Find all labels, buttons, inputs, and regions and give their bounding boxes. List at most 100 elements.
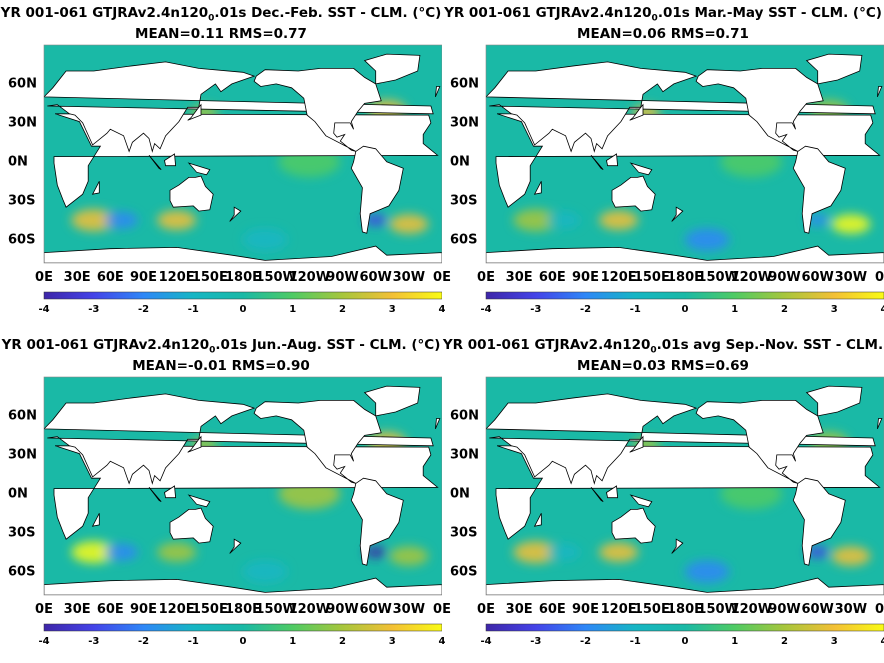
colorbar-gradient <box>43 291 442 300</box>
lon-tick-label: 60E <box>96 270 124 285</box>
anomaly-region <box>71 540 117 564</box>
lon-tick-label: 120E <box>158 602 195 617</box>
land-mass <box>486 393 876 485</box>
lon-tick-label: 30W <box>834 602 868 617</box>
lat-tick-label: 0N <box>450 154 470 170</box>
land-mass <box>187 103 202 121</box>
lon-tick-label: 0E <box>35 270 53 285</box>
colorbar <box>43 291 442 300</box>
colorbar-tick-label: 4 <box>881 304 884 315</box>
colorbar-tick-label: 0 <box>681 304 689 315</box>
land-mass <box>533 513 542 527</box>
land-mass <box>229 538 242 554</box>
lon-tick-label: 120W <box>730 270 773 285</box>
lon-tick-label: 0E <box>477 602 495 617</box>
colorbar-tick-label: -3 <box>530 636 542 647</box>
lon-tick-label: 90W <box>768 270 801 285</box>
colorbar-tick-label: -1 <box>629 304 641 315</box>
lat-tick-label: 30S <box>8 525 36 541</box>
lat-tick-label: 30N <box>8 447 37 463</box>
title-subscript: 0 <box>208 13 215 24</box>
land-mass <box>611 175 656 212</box>
anomaly-region <box>684 560 730 583</box>
anomaly-region <box>389 214 429 234</box>
sst-anomaly-map <box>485 376 884 632</box>
lon-tick-label: 0E <box>875 602 884 617</box>
anomaly-region <box>513 540 559 564</box>
colorbar-tick-label: 0 <box>681 636 689 647</box>
land-mass <box>486 577 884 595</box>
title-subscript: 0 <box>650 345 657 356</box>
anomaly-region <box>242 228 288 251</box>
lon-tick-label: 60W <box>359 270 392 285</box>
lon-tick-label: 150W <box>697 602 739 617</box>
colorbar-tick-label: -2 <box>579 304 592 315</box>
land-mass <box>91 513 100 527</box>
lon-tick-label: 30E <box>505 270 533 285</box>
title-units: °C) <box>417 337 441 353</box>
colorbar-tick-label: 2 <box>339 304 346 315</box>
land-mass <box>435 86 441 98</box>
anomaly-region <box>684 228 730 251</box>
lon-tick-label: 120W <box>288 602 331 617</box>
lon-tick-label: 90W <box>326 602 359 617</box>
land-mass <box>148 155 162 170</box>
land-mass <box>590 487 604 502</box>
chart-title: YR 001-061 GTJRAv2.4n1200.01s Jun.-Aug. … <box>0 337 442 360</box>
anomaly-region <box>806 214 829 226</box>
lon-tick-label: 90E <box>130 270 157 285</box>
land-mass <box>253 400 382 484</box>
title-units: °C) <box>859 5 882 21</box>
lat-tick-label: 30N <box>450 447 479 463</box>
colorbar-tick-label: 4 <box>438 304 446 315</box>
title-prefix: YR 001-061 GTJRAv2.4n120 <box>0 5 209 21</box>
lat-tick-label: 0N <box>450 486 470 502</box>
lat-tick-label: 60S <box>8 564 36 580</box>
colorbar-tick-label: -1 <box>187 304 199 315</box>
land-mass <box>91 181 100 195</box>
lon-tick-label: 150E <box>191 602 228 617</box>
land-mass <box>350 477 404 566</box>
chart-title: YR 001-061 GTJRAv2.4n1200.01s Mar.-May S… <box>442 5 884 28</box>
colorbar-tick-label: 3 <box>388 304 396 315</box>
title-suffix: .01s Dec.-Feb. SST - CLM. ( <box>214 5 419 21</box>
lon-tick-label: 30E <box>63 602 91 617</box>
map-frame <box>43 44 442 264</box>
anomaly-region <box>157 210 197 230</box>
colorbar-tick-label: 3 <box>830 636 838 647</box>
land-mass <box>169 175 214 212</box>
title-subscript: 0 <box>651 13 658 24</box>
colorbar-tick-label: 0 <box>239 304 247 315</box>
land-mass <box>792 145 846 234</box>
lat-tick-label: 60S <box>450 564 478 580</box>
land-mass <box>629 435 644 453</box>
colorbar-tick-label: 3 <box>830 304 838 315</box>
land-mass <box>253 68 382 152</box>
land-mass <box>590 155 604 170</box>
anomaly-region <box>157 542 197 562</box>
lon-tick-label: 60W <box>801 270 834 285</box>
anomaly-region <box>599 542 639 562</box>
colorbar <box>485 623 884 632</box>
colorbar-tick-label: 1 <box>731 636 739 647</box>
lon-tick-label: 150E <box>633 270 670 285</box>
colorbar-tick-label: -4 <box>38 636 50 647</box>
lat-tick-label: 30N <box>8 115 37 131</box>
lon-tick-label: 30W <box>834 270 868 285</box>
land-mass <box>486 61 876 153</box>
colorbar-tick-label: -4 <box>480 636 492 647</box>
lon-tick-label: 0E <box>477 270 495 285</box>
title-suffix: .01s Mar.-May SST - CLM. ( <box>657 5 860 21</box>
land-mass <box>486 245 884 263</box>
lon-tick-label: 30W <box>392 602 426 617</box>
colorbar-tick-label: -3 <box>88 304 100 315</box>
lon-tick-label: 120E <box>600 270 637 285</box>
title-prefix: YR 001-061 GTJRAv2.4n120 <box>444 5 652 21</box>
lat-tick-label: 30N <box>450 115 479 131</box>
colorbar <box>43 623 442 632</box>
lon-tick-label: 60E <box>538 602 566 617</box>
land-mass <box>164 485 177 499</box>
lon-tick-label: 30E <box>63 270 91 285</box>
land-mass <box>695 68 824 152</box>
colorbar-tick-label: -2 <box>137 636 150 647</box>
